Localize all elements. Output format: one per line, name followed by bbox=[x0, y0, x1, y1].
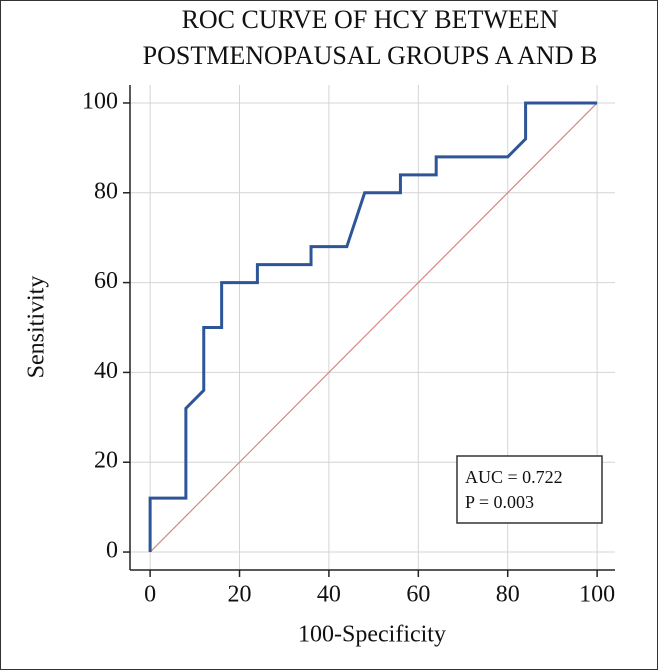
chart-title: ROC CURVE OF HCY BETWEEN bbox=[182, 5, 559, 34]
x-tick-label: 20 bbox=[228, 582, 252, 608]
chart-title: POSTMENOPAUSAL GROUPS A AND B bbox=[143, 41, 598, 70]
grid bbox=[123, 85, 615, 577]
annotation-box bbox=[456, 455, 603, 524]
y-tick-label: 100 bbox=[82, 88, 118, 114]
x-tick-label: 0 bbox=[144, 582, 156, 608]
roc-curve bbox=[148, 101, 598, 553]
x-tick-label: 40 bbox=[317, 582, 341, 608]
plot bbox=[148, 101, 598, 553]
y-tick-label: 0 bbox=[106, 538, 118, 564]
y-tick-label: 80 bbox=[94, 178, 118, 204]
y-axis-label: Sensitivity bbox=[24, 276, 50, 379]
y-tick-label: 60 bbox=[94, 268, 118, 294]
annotation: AUC = 0.722 bbox=[465, 467, 563, 487]
x-tick-label: 100 bbox=[579, 582, 615, 608]
x-tick-label: 80 bbox=[496, 582, 520, 608]
y-tick-label: 20 bbox=[94, 448, 118, 474]
x-tick-label: 60 bbox=[406, 582, 430, 608]
reference-line bbox=[149, 102, 598, 553]
y-tick-label: 40 bbox=[94, 358, 118, 384]
x-axis-label: 100-Specificity bbox=[298, 622, 446, 648]
annotation: P = 0.003 bbox=[465, 492, 534, 512]
